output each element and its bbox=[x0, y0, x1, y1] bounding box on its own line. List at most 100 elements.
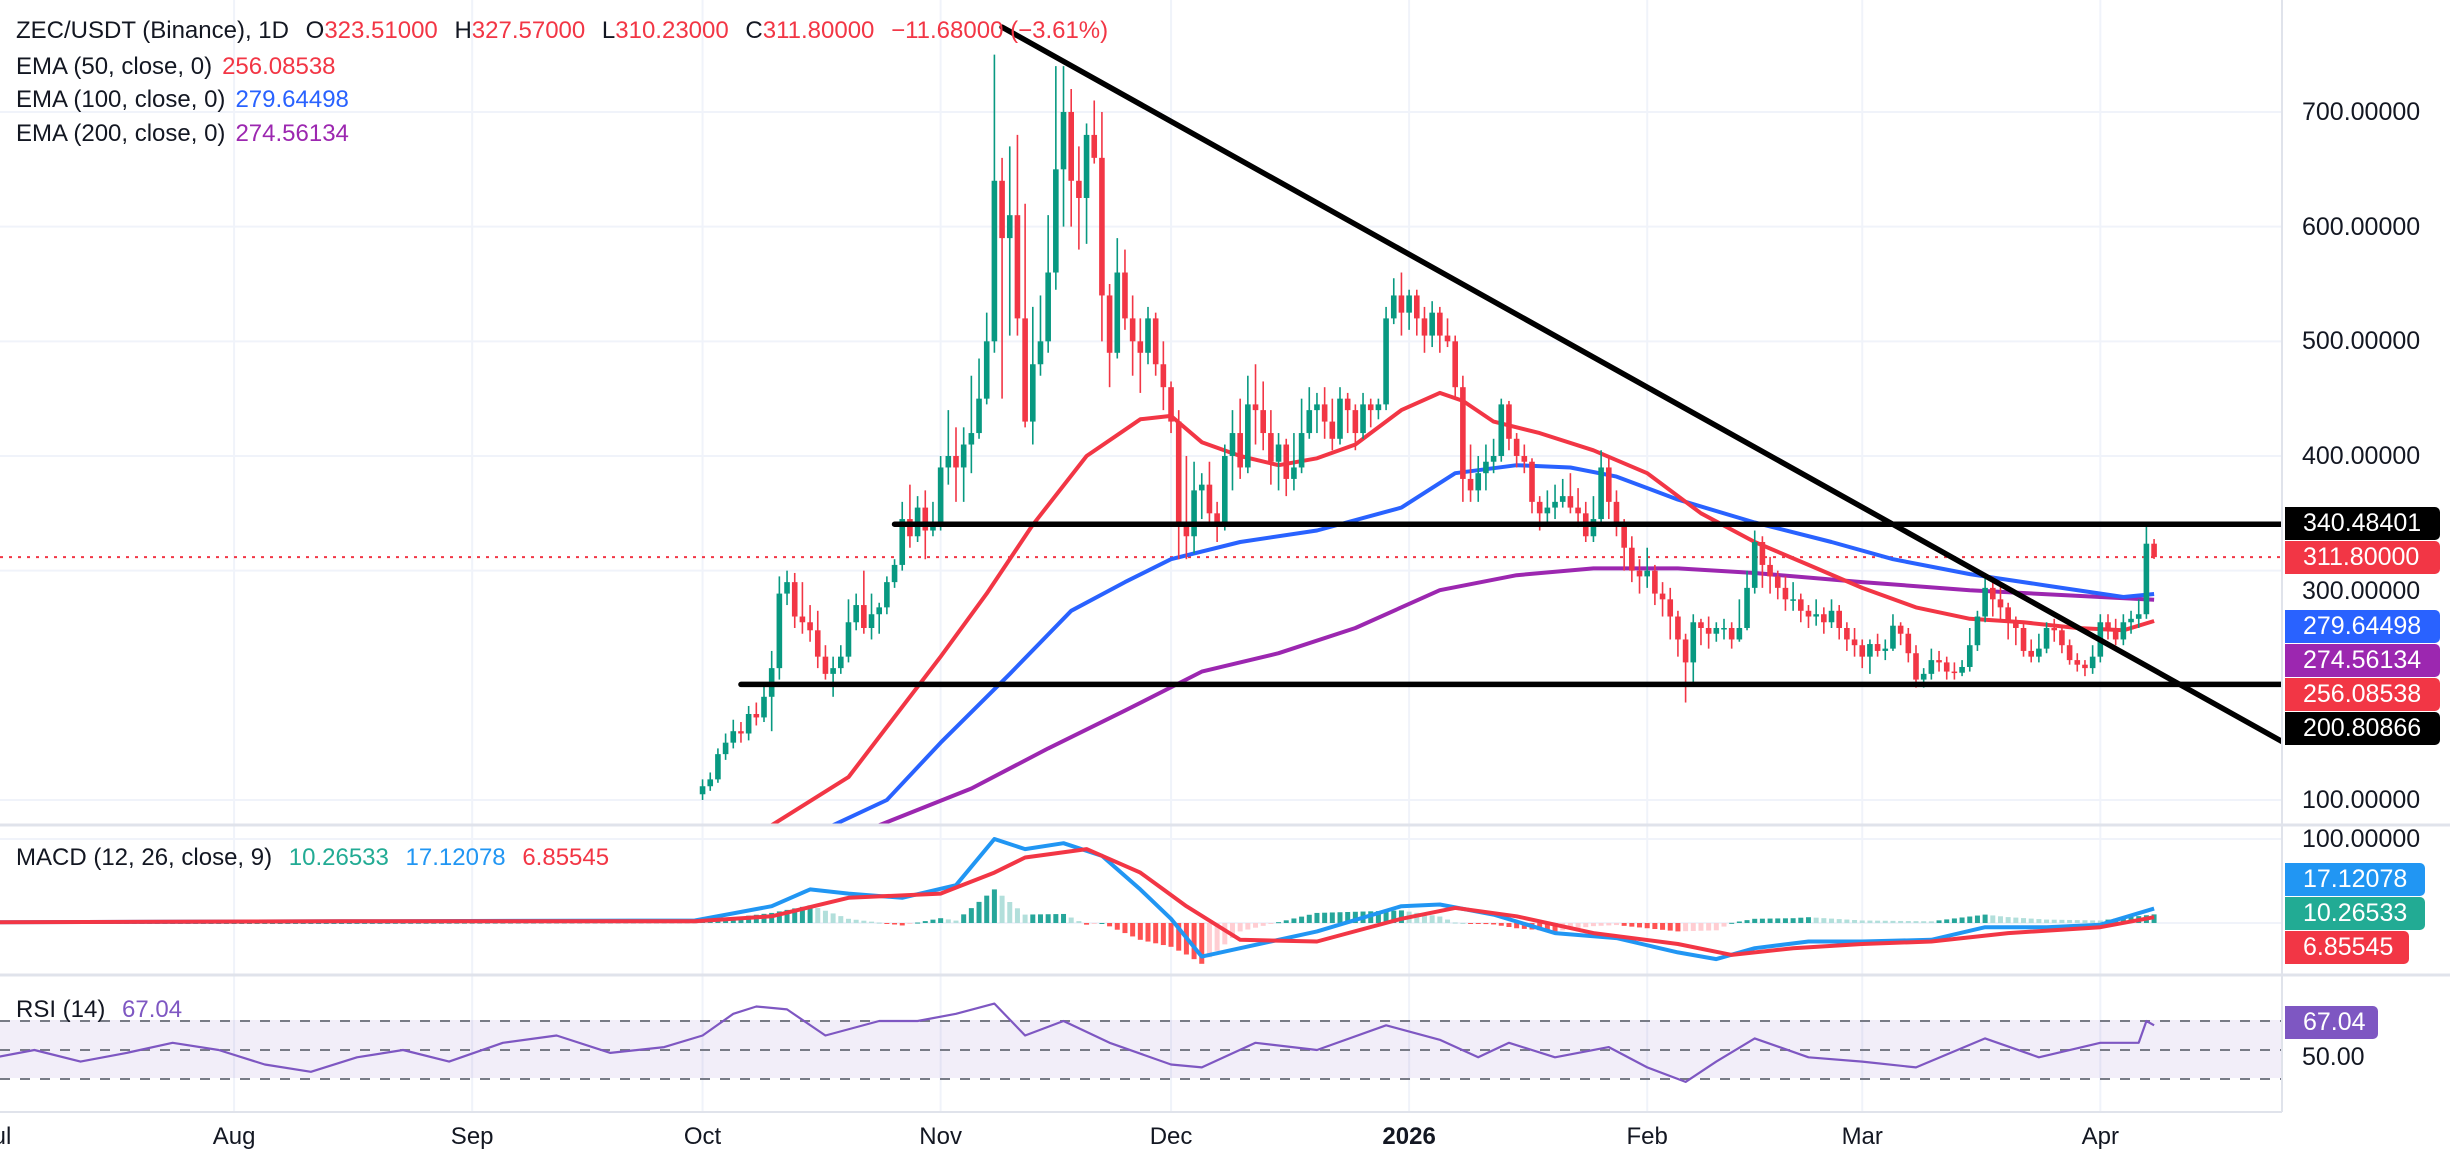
trend-line[interactable] bbox=[999, 24, 2292, 747]
candle[interactable] bbox=[1629, 536, 1635, 583]
candle[interactable] bbox=[891, 559, 898, 588]
candle[interactable] bbox=[1575, 488, 1581, 528]
candle[interactable] bbox=[1076, 146, 1082, 250]
candle[interactable] bbox=[1644, 547, 1650, 588]
candle[interactable] bbox=[2059, 625, 2065, 654]
candle[interactable] bbox=[1452, 335, 1458, 399]
candle[interactable] bbox=[776, 576, 783, 680]
candle[interactable] bbox=[1460, 375, 1466, 502]
candle[interactable] bbox=[1122, 249, 1128, 330]
candle[interactable] bbox=[2120, 614, 2127, 646]
candle[interactable] bbox=[784, 570, 790, 606]
candle[interactable] bbox=[1813, 599, 1819, 626]
candle[interactable] bbox=[1314, 392, 1320, 434]
candle[interactable] bbox=[745, 705, 752, 741]
candle[interactable] bbox=[1467, 444, 1474, 502]
candle[interactable] bbox=[930, 501, 936, 537]
candle[interactable] bbox=[1344, 392, 1351, 434]
candle[interactable] bbox=[1437, 306, 1443, 353]
candle[interactable] bbox=[960, 427, 967, 502]
macd-pane[interactable] bbox=[0, 837, 2157, 964]
candle[interactable] bbox=[1744, 570, 1750, 631]
candle[interactable] bbox=[2089, 645, 2096, 674]
candle[interactable] bbox=[868, 593, 875, 640]
candle[interactable] bbox=[1982, 572, 1988, 623]
candle[interactable] bbox=[1598, 450, 1604, 525]
candle[interactable] bbox=[1129, 295, 1136, 376]
candle[interactable] bbox=[945, 410, 952, 485]
ema50-legend[interactable]: EMA (50, close, 0) 256.08538 bbox=[16, 50, 346, 84]
candle[interactable] bbox=[2005, 602, 2011, 640]
candle[interactable] bbox=[1198, 473, 1205, 520]
candle[interactable] bbox=[2036, 633, 2042, 663]
candle[interactable] bbox=[1298, 398, 1305, 474]
candle[interactable] bbox=[1367, 398, 1374, 428]
candle[interactable] bbox=[1406, 289, 1412, 330]
candle[interactable] bbox=[1613, 490, 1620, 537]
candle[interactable] bbox=[953, 427, 959, 502]
candle[interactable] bbox=[768, 650, 775, 732]
candle[interactable] bbox=[1006, 146, 1013, 336]
candle[interactable] bbox=[1552, 484, 1558, 520]
candle[interactable] bbox=[1506, 400, 1512, 451]
candle[interactable] bbox=[1245, 375, 1251, 474]
candle[interactable] bbox=[1390, 278, 1397, 325]
candle[interactable] bbox=[1667, 587, 1674, 640]
candle[interactable] bbox=[1145, 306, 1151, 365]
symbol-legend[interactable]: ZEC/USDT (Binance), 1D O323.51000 H327.5… bbox=[16, 14, 1118, 48]
candle[interactable] bbox=[1798, 593, 1804, 623]
candle[interactable] bbox=[1490, 438, 1497, 474]
candle[interactable] bbox=[1252, 364, 1259, 445]
candle[interactable] bbox=[738, 722, 744, 743]
candle[interactable] bbox=[1721, 618, 1727, 640]
candle[interactable] bbox=[1682, 633, 1689, 703]
candle[interactable] bbox=[1928, 648, 1935, 680]
candle[interactable] bbox=[884, 576, 890, 615]
candle[interactable] bbox=[1083, 123, 1090, 244]
candle[interactable] bbox=[1444, 318, 1451, 348]
candle[interactable] bbox=[1398, 272, 1405, 336]
candle[interactable] bbox=[1060, 66, 1067, 227]
candle[interactable] bbox=[1352, 404, 1359, 451]
candle[interactable] bbox=[999, 157, 1005, 399]
candle[interactable] bbox=[968, 375, 975, 474]
candle[interactable] bbox=[722, 733, 729, 760]
rsi-legend[interactable]: RSI (14) 67.04 bbox=[16, 993, 192, 1027]
candle[interactable] bbox=[1590, 496, 1597, 542]
candle[interactable] bbox=[1836, 605, 1842, 640]
candle[interactable] bbox=[2135, 599, 2142, 628]
candle[interactable] bbox=[2151, 539, 2157, 559]
candle[interactable] bbox=[2112, 618, 2119, 646]
candle[interactable] bbox=[730, 719, 737, 749]
candle[interactable] bbox=[1337, 387, 1343, 445]
candle[interactable] bbox=[983, 312, 990, 405]
candle[interactable] bbox=[830, 656, 836, 697]
candle[interactable] bbox=[1498, 398, 1505, 462]
candle[interactable] bbox=[1475, 455, 1482, 502]
candle[interactable] bbox=[761, 685, 767, 723]
candle[interactable] bbox=[1137, 318, 1144, 393]
candle[interactable] bbox=[1805, 605, 1812, 628]
candle[interactable] bbox=[1483, 444, 1489, 491]
candle[interactable] bbox=[1114, 238, 1121, 359]
candle[interactable] bbox=[807, 605, 813, 642]
candle[interactable] bbox=[1636, 559, 1643, 594]
candle[interactable] bbox=[791, 572, 798, 628]
candle[interactable] bbox=[2051, 618, 2058, 642]
candle[interactable] bbox=[699, 779, 706, 800]
candle[interactable] bbox=[1237, 398, 1243, 479]
candle[interactable] bbox=[838, 645, 844, 674]
candle[interactable] bbox=[991, 54, 998, 353]
candle[interactable] bbox=[1867, 639, 1873, 674]
candle[interactable] bbox=[753, 702, 760, 726]
candle[interactable] bbox=[1774, 570, 1781, 600]
candle[interactable] bbox=[1037, 295, 1044, 376]
candle[interactable] bbox=[1698, 618, 1704, 646]
candle[interactable] bbox=[1268, 410, 1274, 485]
candle[interactable] bbox=[899, 501, 906, 571]
candle[interactable] bbox=[1022, 203, 1028, 428]
candle[interactable] bbox=[1690, 614, 1697, 686]
candle[interactable] bbox=[715, 748, 721, 783]
candle[interactable] bbox=[1106, 283, 1113, 388]
candle[interactable] bbox=[1736, 599, 1743, 642]
